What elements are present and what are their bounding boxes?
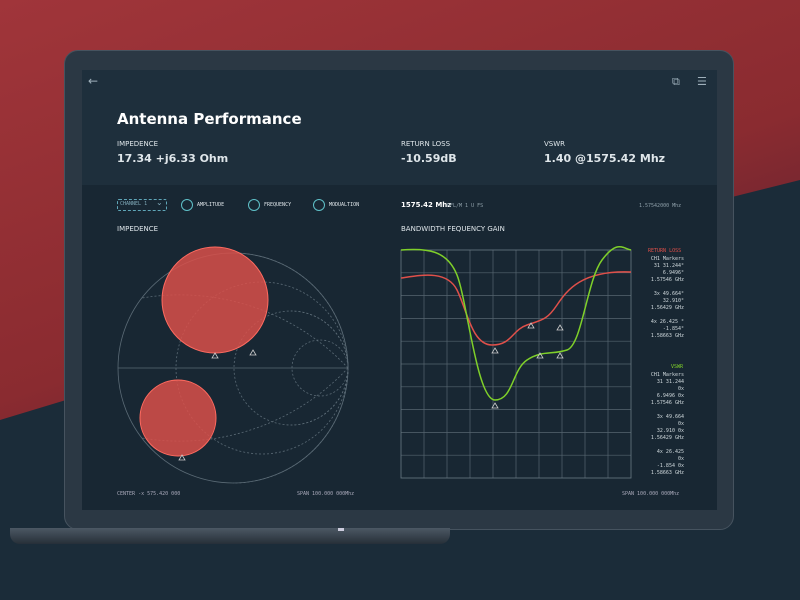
gain-plot-frame [400, 249, 632, 479]
radio-amplitude-label: AMPLITUDE [197, 202, 225, 208]
vswr-legend: VSWR [671, 364, 684, 370]
marker-line: -1.854 0x [656, 463, 684, 469]
vswr-label: VSWR [544, 140, 566, 148]
marker-line [642, 407, 684, 414]
marker-line: 0x [677, 421, 684, 427]
marker-line: 1.57546 GHz [650, 400, 684, 406]
impedence-chart-title: IMPEDENCE [117, 225, 159, 233]
return-loss-markers: CH1 Markers 31 31.244° 6.9496° 1.57546 GHz 3… [642, 256, 684, 340]
radio-modulation-label: MODUALTION [329, 202, 360, 208]
marker-icon [211, 352, 219, 359]
marker-line: 1.56429 GHz [650, 435, 684, 441]
marker-line: 32.910° [662, 298, 684, 304]
chevron-down-icon: ⌄ [156, 198, 163, 207]
return-loss-legend: RETURN LOSS [648, 248, 682, 254]
radio-amplitude[interactable] [181, 199, 193, 211]
marker-line: 31 31.244 [656, 379, 684, 385]
gain-span-readout: SPAN 100.000 000Mhz [622, 491, 680, 497]
impedence-circle-1 [161, 246, 269, 354]
marker-line [642, 284, 684, 291]
marker-line: 1.58663 GHz [650, 333, 684, 339]
marker-line: 0x [677, 456, 684, 462]
channel-select-value: CHANNEL 1 [120, 201, 148, 207]
marker-line: 6.9496 0x [656, 393, 684, 399]
impedence-label: IMPEDENCE [117, 140, 159, 148]
app-screen: ← ⧉ ☰ Antenna Performance IMPEDENCE 17.3… [82, 70, 717, 510]
radio-frequency-label: FREQUENCY [264, 202, 292, 208]
marker-line: CH1 Markers [650, 256, 684, 262]
laptop-base [10, 528, 450, 544]
mode-readout: RFL/M 1 U FS [447, 203, 484, 209]
arrow-left-icon[interactable]: ← [88, 74, 99, 88]
vswr-markers: CH1 Markers 31 31.244 0x 6.9496 0x 1.57546 G… [642, 372, 684, 477]
gain-grid [401, 250, 631, 478]
header [82, 70, 717, 185]
external-link-icon[interactable]: ⧉ [672, 75, 680, 88]
marker-line: 32.910 0x [656, 428, 684, 434]
smith-markers [178, 349, 257, 461]
laptop-notch [338, 528, 344, 531]
impedence-span-readout: SPAN 100.000 000Mhz [297, 491, 355, 497]
chart-panel [82, 185, 717, 510]
vswr-curve [400, 246, 632, 401]
return-loss-label: RETURN LOSS [401, 140, 451, 148]
vswr-value: 1.40 @1575.42 Mhz [544, 152, 666, 165]
page-title: Antenna Performance [117, 110, 302, 128]
impedence-value: 17.34 +j6.33 Ohm [117, 152, 229, 165]
marker-line: 0x [677, 386, 684, 392]
marker-line: 3x 49.664° [653, 291, 684, 297]
gain-markers [491, 322, 564, 409]
frequency-readout: 1.57542000 Mhz [639, 203, 682, 209]
sliders-icon[interactable]: ☰ [697, 75, 707, 88]
marker-line: 6.9496° [662, 270, 684, 276]
marker-line: 4x 26.425 ° [650, 319, 684, 325]
marker-line: 4x 26.425 [656, 449, 684, 455]
marker-line: CH1 Markers [650, 372, 684, 378]
marker-line: 1.56429 GHz [650, 305, 684, 311]
radio-modulation[interactable] [313, 199, 325, 211]
impedence-circle-2 [139, 379, 217, 457]
center-frequency: 1575.42 Mhz [401, 201, 452, 209]
marker-line [642, 442, 684, 449]
marker-line [642, 312, 684, 319]
return-loss-curve [400, 271, 632, 346]
gain-chart-title: BANDWIDTH FEQUENCY GAIN [401, 225, 505, 233]
marker-line: -1.854° [662, 326, 684, 332]
marker-line: 1.57546 GHz [650, 277, 684, 283]
channel-select[interactable] [117, 199, 167, 211]
marker-line: 1.58663 GHz [650, 470, 684, 476]
marker-icon [249, 349, 257, 356]
radio-frequency[interactable] [248, 199, 260, 211]
marker-line: 3x 49.664 [656, 414, 684, 420]
marker-icon [178, 454, 186, 461]
marker-line: 31 31.244° [653, 263, 684, 269]
return-loss-value: -10.59dB [401, 152, 457, 165]
center-readout: CENTER -x 575.420 000 [117, 491, 181, 497]
charts-svg [117, 246, 632, 484]
